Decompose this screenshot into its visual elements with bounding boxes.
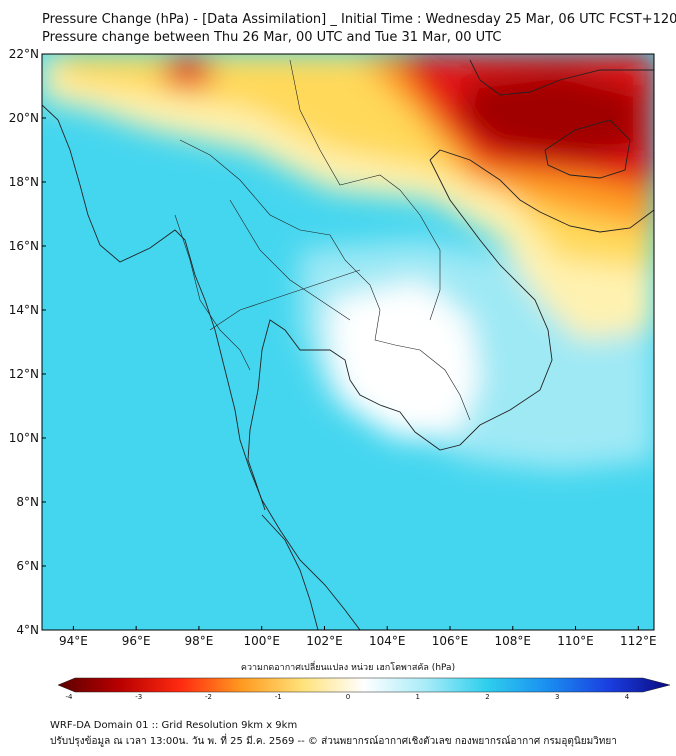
lat-label: 6°N <box>16 559 39 573</box>
field-red-spot <box>162 56 214 88</box>
colorbar-tick-label: 3 <box>555 693 559 701</box>
lat-label: 20°N <box>9 111 39 125</box>
field-dark-red <box>460 70 640 160</box>
lon-label: 96°E <box>122 634 151 648</box>
lat-label: 4°N <box>16 623 39 637</box>
lon-label: 110°E <box>557 634 594 648</box>
colorbar-tick-label: 2 <box>485 693 489 701</box>
longitude-axis: 94°E 96°E 98°E 100°E 102°E 104°E 106°E 108°E 110… <box>59 626 657 648</box>
colorbar-tick-label: -4 <box>66 693 74 701</box>
lon-label: 108°E <box>495 634 532 648</box>
map-title: Pressure Change (hPa) - [Data Assimilati… <box>42 12 676 27</box>
lon-label: 112°E <box>620 634 657 648</box>
colorbar-tick-label: 0 <box>346 693 350 701</box>
lat-label: 10°N <box>9 431 39 445</box>
lat-label: 22°N <box>9 47 39 61</box>
colorbar-tick-label: 4 <box>625 693 630 701</box>
colorbar-title: ความกดอากาศเปลี่ยนแปลง หน่วย เฮกโตพาสคัล… <box>241 660 455 673</box>
coastlines <box>42 59 654 630</box>
lon-label: 102°E <box>306 634 343 648</box>
map-subtitle: Pressure change between Thu 26 Mar, 00 U… <box>42 30 502 45</box>
lon-label: 100°E <box>243 634 280 648</box>
footer-model-info: WRF-DA Domain 01 :: Grid Resolution 9km … <box>50 720 298 731</box>
footer-credit: ปรับปรุงข้อมูล ณ เวลา 13:00น. วัน พ. ที่… <box>50 736 617 747</box>
lat-label: 12°N <box>9 367 39 381</box>
lat-label: 8°N <box>16 495 39 509</box>
map-frame <box>41 53 655 631</box>
colorbar-tick-label: -1 <box>275 693 282 701</box>
colorbar-tick-label: 1 <box>416 693 420 701</box>
field-white-zone <box>330 280 480 440</box>
lon-label: 106°E <box>432 634 469 648</box>
colorbar <box>57 677 671 693</box>
lat-label: 14°N <box>9 303 39 317</box>
pressure-change-map: 22°N 20°N 18°N 16°N 14°N 12°N 10°N 8°N 6°N 4°N 94… <box>9 47 671 701</box>
lat-label: 18°N <box>9 175 39 189</box>
lon-label: 104°E <box>369 634 406 648</box>
colorbar-tick-label: -2 <box>205 693 212 701</box>
lon-label: 94°E <box>59 634 88 648</box>
lat-label: 16°N <box>9 239 39 253</box>
pressure-field <box>42 54 654 630</box>
lon-label: 98°E <box>184 634 213 648</box>
colorbar-ticks: -4 -3 -2 -1 0 1 2 3 4 <box>66 693 630 701</box>
latitude-axis: 22°N 20°N 18°N 16°N 14°N 12°N 10°N 8°N 6°N 4°N <box>9 47 46 637</box>
colorbar-tick-label: -3 <box>135 693 142 701</box>
